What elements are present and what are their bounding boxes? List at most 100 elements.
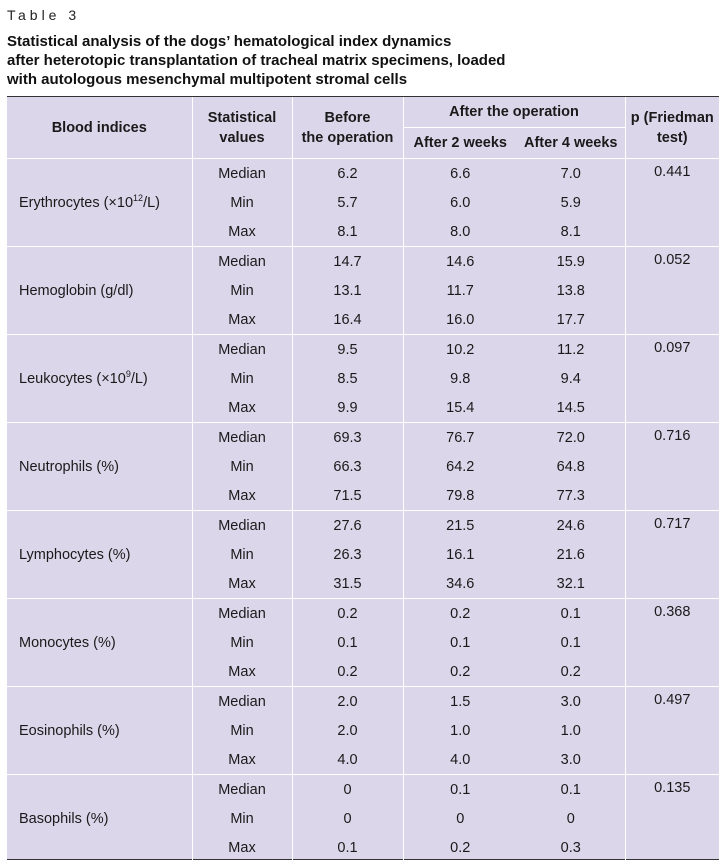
value-after-2-weeks: 79.8	[446, 487, 475, 504]
blood-index-label: Neutrophils (%)	[19, 458, 119, 475]
stat-name: Min	[192, 804, 293, 833]
value-after-2-weeks: 11.7	[446, 282, 474, 299]
stat-name: Max	[192, 481, 293, 511]
stat-name: Median	[192, 774, 293, 804]
blood-index-label: Erythrocytes (×10	[19, 194, 134, 211]
value-after-2-weeks: 14.6	[403, 246, 517, 276]
header-p-line2: test)	[656, 129, 688, 146]
stat-name: Median	[192, 158, 293, 188]
blood-index-label: Eosinophils (%)	[19, 722, 120, 739]
value-after-4-weeks: 3.0	[560, 751, 581, 768]
header-statistical-values-line2: values	[219, 129, 265, 146]
table-row: Min 13.1 11.7 13.8	[7, 276, 719, 305]
header-p-friedman: p (Friedman test)	[624, 97, 720, 159]
blood-index-name: Eosinophils (%)	[7, 686, 193, 775]
value-after-2-weeks: 15.4	[446, 399, 475, 416]
p-value: 0.441	[624, 158, 720, 247]
value-after-2-weeks: 1.5	[403, 686, 517, 716]
table-row: Basophils (%) Median 0 0.1 0.1 0.135	[7, 774, 720, 862]
p-value: 0.368	[624, 598, 720, 687]
table-row: Max 31.5 34.6 32.1	[7, 569, 719, 599]
value-before: 31.5	[292, 569, 404, 599]
value-before: 0	[292, 774, 404, 804]
value-after-4-weeks: 11.2	[517, 334, 626, 364]
stat-name: Median	[192, 246, 293, 276]
stat-name: Max	[192, 305, 293, 335]
stat-name: Max	[192, 657, 293, 687]
value-after-4-weeks: 21.6	[556, 546, 585, 563]
value-after-2-weeks: 0	[456, 810, 465, 827]
value-after-4-weeks: 5.9	[560, 194, 581, 211]
header-before-line1: Before	[324, 109, 371, 126]
value-after-4-weeks: 72.0	[517, 422, 626, 452]
caption-line: with autologous mesenchymal multipotent …	[7, 71, 408, 88]
blood-index-name: Leukocytes (×109/L)	[7, 334, 193, 423]
table-row: Min 2.0 1.0 1.0	[7, 716, 719, 745]
value-after-2-weeks: 0.2	[450, 839, 471, 856]
table-row: Min 0.1 0.1 0.1	[7, 628, 719, 657]
value-after-2-weeks: 34.6	[446, 575, 475, 592]
table-row: Min 66.3 64.2 64.8	[7, 452, 719, 481]
blood-index-name: Neutrophils (%)	[7, 422, 193, 511]
value-after-2-weeks: 8.0	[450, 223, 471, 240]
blood-index-name: Lymphocytes (%)	[7, 510, 193, 599]
value-after-2-weeks: 16.1	[446, 546, 475, 563]
stat-name: Min	[192, 716, 293, 745]
stat-name: Min	[192, 628, 293, 657]
value-after-2-weeks: 6.6	[403, 158, 517, 188]
value-before: 0.1	[292, 628, 404, 657]
value-after-4-weeks: 17.7	[556, 311, 585, 328]
value-after-4-weeks: 13.8	[556, 282, 585, 299]
table-row: Min 8.5 9.8 9.4	[7, 364, 719, 393]
value-before: 71.5	[292, 481, 404, 511]
p-value: 0.716	[624, 422, 720, 511]
table-header: Blood indices Statistical values Before …	[7, 97, 720, 159]
table-caption: Statistical analysis of the dogs’ hemato…	[7, 32, 707, 89]
value-before: 5.7	[292, 188, 404, 217]
header-p-line1: p (Friedman	[630, 109, 714, 126]
value-before: 6.2	[292, 158, 404, 188]
blood-index-label: Monocytes (%)	[19, 634, 116, 651]
table-row: Max 16.4 16.0 17.7	[7, 305, 719, 335]
value-after-4-weeks: 7.0	[517, 158, 626, 188]
p-value: 0.135	[624, 774, 720, 862]
value-before: 8.5	[292, 364, 404, 393]
stat-name: Max	[192, 393, 293, 423]
stat-name: Min	[192, 452, 293, 481]
stat-name: Min	[192, 276, 293, 305]
blood-index-label: Basophils (%)	[19, 810, 109, 827]
value-after-2-weeks: 0.2	[403, 598, 517, 628]
blood-index-label: Lymphocytes (%)	[19, 546, 131, 563]
table-row: Min 5.7 6.0 5.9	[7, 188, 719, 217]
value-before: 14.7	[292, 246, 404, 276]
value-after-2-weeks: 6.0	[450, 194, 471, 211]
value-after-4-weeks: 0	[566, 810, 575, 827]
value-after-2-weeks: 1.0	[450, 722, 471, 739]
table-row: Lymphocytes (%) Median 27.6 21.5 24.6 0.717	[7, 510, 720, 599]
header-after-operation-group: After the operation	[403, 97, 626, 128]
stat-name: Max	[192, 745, 293, 775]
value-after-2-weeks: 0.1	[403, 774, 517, 804]
value-after-4-weeks: 3.0	[517, 686, 626, 716]
value-after-2-weeks: 9.8	[450, 370, 471, 387]
value-after-2-weeks: 64.2	[446, 458, 475, 475]
value-after-2-weeks: 21.5	[403, 510, 517, 540]
value-after-2-weeks: 10.2	[403, 334, 517, 364]
p-value: 0.497	[624, 686, 720, 775]
blood-index-label: Hemoglobin (g/dl)	[19, 282, 134, 299]
blood-index-name: Erythrocytes (×1012/L)	[7, 158, 193, 247]
header-before-line2: the operation	[301, 129, 394, 146]
stat-name: Max	[192, 217, 293, 247]
table-row: Leukocytes (×109/L) Median 9.5 10.2 11.2 0.09…	[7, 334, 720, 423]
table-row: Hemoglobin (g/dl) Median 14.7 14.6 15.9 0.052	[7, 246, 720, 335]
value-before: 27.6	[292, 510, 404, 540]
stat-name: Min	[192, 188, 293, 217]
value-before: 13.1	[292, 276, 404, 305]
header-after-operation-label: After the operation	[449, 104, 579, 120]
table-row: Neutrophils (%) Median 69.3 76.7 72.0 0.716	[7, 422, 720, 511]
stat-name: Min	[192, 540, 293, 569]
value-before: 9.5	[292, 334, 404, 364]
value-after-4-weeks: 15.9	[517, 246, 626, 276]
value-before: 0.1	[292, 833, 404, 862]
stat-name: Median	[192, 510, 293, 540]
